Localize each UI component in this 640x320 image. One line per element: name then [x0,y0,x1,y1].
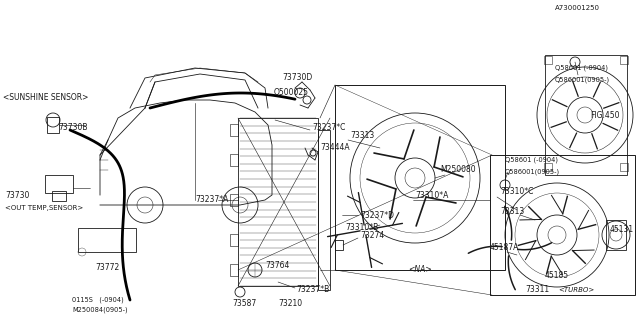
Bar [230,264,238,276]
Text: M250080: M250080 [440,165,476,174]
Text: 73310*B: 73310*B [345,223,378,233]
Bar [318,130,330,290]
Text: 73730: 73730 [5,190,29,199]
Text: <TURBO>: <TURBO> [558,287,595,293]
Bar [45,175,73,193]
Bar [230,234,238,246]
Bar [545,55,627,175]
Text: Q500025: Q500025 [274,89,309,98]
Text: 73587: 73587 [232,299,256,308]
Text: 73237*B: 73237*B [296,285,329,294]
Bar [544,56,552,64]
Text: Q586001(0905-): Q586001(0905-) [555,77,610,83]
Bar [335,240,343,250]
Text: 73313: 73313 [500,207,524,217]
Text: 0115S   (-0904): 0115S (-0904) [72,297,124,303]
Text: <NA>: <NA> [408,266,432,275]
Text: 45131: 45131 [610,226,634,235]
Text: 45185: 45185 [545,270,569,279]
Bar [544,163,552,171]
Text: 73730D: 73730D [282,74,312,83]
Text: 73274: 73274 [360,230,384,239]
Text: 73444A: 73444A [320,143,349,153]
Text: Q58601 (-0904): Q58601 (-0904) [555,65,608,71]
Text: Q586001(0905-): Q586001(0905-) [505,169,560,175]
Text: A730001250: A730001250 [555,5,600,11]
Bar [230,124,238,136]
Bar [490,155,635,295]
Bar [78,228,136,252]
Text: 73764: 73764 [265,260,289,269]
Bar [620,163,628,171]
Bar [230,194,238,206]
Text: 73237*A: 73237*A [195,196,228,204]
Bar [230,154,238,166]
Bar [52,191,66,201]
Text: 45187A: 45187A [490,244,520,252]
Bar [620,56,628,64]
Text: Q58601 (-0904): Q58601 (-0904) [505,157,558,163]
Text: 73310*C: 73310*C [500,188,533,196]
Text: FIG.450: FIG.450 [590,110,620,119]
Text: 73237*C: 73237*C [312,124,346,132]
Text: 73310*A: 73310*A [415,190,449,199]
Text: 73311: 73311 [525,285,549,294]
Text: 73313: 73313 [350,131,374,140]
Text: <OUT TEMP,SENSOR>: <OUT TEMP,SENSOR> [5,205,83,211]
Text: 73237*D: 73237*D [360,211,394,220]
Text: 73210: 73210 [278,299,302,308]
Text: 73730B: 73730B [58,124,88,132]
Bar [47,117,59,133]
Bar [335,85,505,270]
Text: 73772: 73772 [95,263,119,273]
Bar [238,118,318,286]
Text: <SUNSHINE SENSOR>: <SUNSHINE SENSOR> [3,93,88,102]
Bar [606,220,626,250]
Text: M250084(0905-): M250084(0905-) [72,307,127,313]
